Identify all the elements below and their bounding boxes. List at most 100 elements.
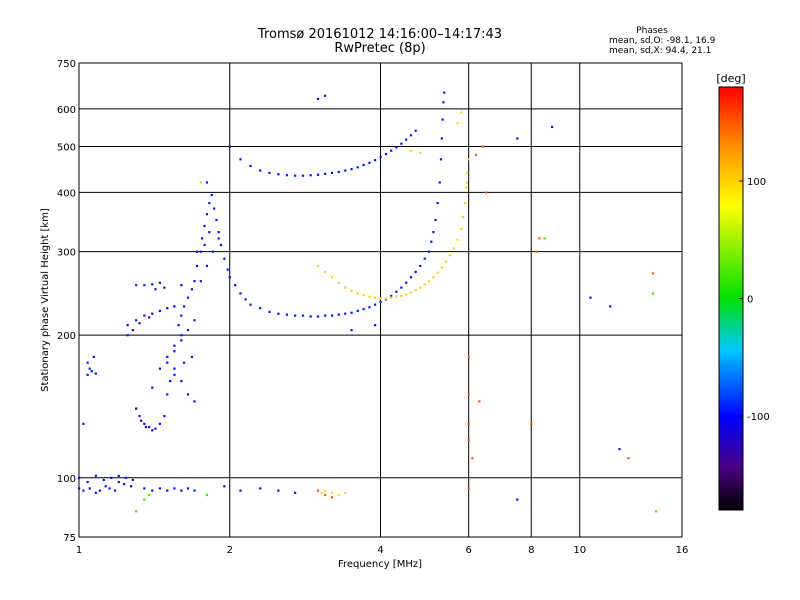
data-point — [309, 315, 312, 318]
data-point — [94, 491, 97, 494]
data-point — [195, 250, 199, 253]
data-point — [373, 324, 377, 327]
data-point — [166, 307, 169, 310]
data-point — [82, 489, 85, 492]
y-axis-label: Stationary phase Virtual Height [km] — [40, 208, 51, 392]
data-point — [173, 367, 176, 370]
data-point — [210, 193, 213, 197]
data-point — [324, 493, 327, 497]
data-point — [259, 487, 262, 490]
data-point — [294, 491, 297, 494]
data-point — [177, 324, 180, 327]
x-tick-label: 16 — [676, 545, 689, 556]
data-point — [516, 498, 519, 501]
data-point — [135, 510, 138, 513]
data-point — [330, 171, 334, 174]
data-point — [651, 272, 655, 275]
data-point — [320, 491, 323, 494]
data-point — [193, 489, 196, 492]
data-point — [439, 158, 443, 161]
data-point — [180, 489, 183, 492]
data-point — [86, 480, 89, 484]
data-point — [485, 191, 488, 194]
data-point — [467, 355, 470, 358]
data-point — [390, 296, 393, 299]
data-point — [337, 281, 340, 284]
data-point — [301, 174, 305, 177]
data-point — [90, 369, 93, 373]
y-tick-label: 200 — [57, 331, 76, 342]
data-point — [151, 386, 154, 389]
colorbar-label: [deg] — [716, 72, 745, 85]
chart-title-line2: RwPretec (8p) — [334, 41, 425, 56]
data-point — [148, 316, 151, 319]
data-point — [465, 186, 468, 189]
x-axis-label: Frequency [MHz] — [338, 559, 422, 570]
data-point — [423, 257, 426, 260]
data-point — [126, 334, 129, 337]
data-point — [217, 237, 220, 240]
data-point — [190, 355, 194, 358]
data-point — [151, 312, 154, 315]
data-point — [226, 268, 229, 271]
data-point — [316, 264, 320, 268]
data-point — [409, 276, 413, 279]
data-point — [609, 305, 612, 308]
data-point — [123, 483, 126, 486]
data-point — [460, 111, 463, 114]
data-point — [158, 309, 162, 313]
data-point — [199, 250, 202, 253]
y-tick-label: 500 — [57, 142, 76, 153]
data-point — [373, 296, 377, 299]
data-point — [104, 485, 107, 488]
data-point — [474, 153, 478, 157]
data-point — [478, 400, 481, 403]
data-point — [239, 158, 242, 161]
data-point — [223, 485, 226, 488]
data-point — [94, 372, 97, 375]
data-point — [294, 174, 297, 177]
colorbar-tick-label: -100 — [747, 412, 770, 423]
data-point — [344, 491, 347, 494]
data-point — [316, 173, 320, 176]
data-point — [441, 118, 444, 121]
data-point — [88, 367, 91, 370]
data-point — [400, 142, 403, 145]
data-point — [618, 448, 621, 451]
data-point — [362, 294, 365, 297]
y-tick-label: 750 — [57, 59, 76, 70]
data-point — [356, 292, 359, 295]
data-point — [140, 419, 143, 422]
data-point — [330, 491, 334, 494]
chart-title-line1: Tromsø 20161012 14:16:00–14:17:43 — [257, 27, 502, 42]
data-point — [78, 476, 81, 479]
data-point — [143, 498, 146, 501]
data-point — [414, 270, 417, 273]
data-point — [324, 172, 327, 175]
data-point — [423, 283, 426, 286]
data-point — [180, 314, 183, 317]
data-point — [316, 489, 320, 492]
data-point — [285, 174, 289, 177]
data-point — [143, 422, 146, 425]
data-point — [113, 489, 117, 492]
data-point — [368, 295, 371, 298]
data-point — [180, 334, 183, 337]
data-point — [438, 181, 441, 184]
data-point — [182, 361, 186, 364]
data-point — [535, 250, 538, 253]
data-point — [466, 171, 469, 174]
colorbar-tick-label: 0 — [747, 295, 753, 306]
data-point — [180, 380, 183, 383]
data-point — [78, 487, 81, 490]
data-point — [395, 295, 398, 298]
x-axis-ticks: 1 2 4 6 8 10 16 — [76, 545, 689, 556]
data-point — [409, 134, 413, 137]
data-point — [173, 305, 176, 308]
data-point — [186, 393, 190, 396]
data-point — [330, 496, 334, 499]
data-point — [148, 493, 151, 497]
data-point — [151, 283, 154, 286]
data-point — [186, 296, 190, 299]
stats-o: mean, sd,O: -98.1, 16.9 — [609, 36, 716, 46]
